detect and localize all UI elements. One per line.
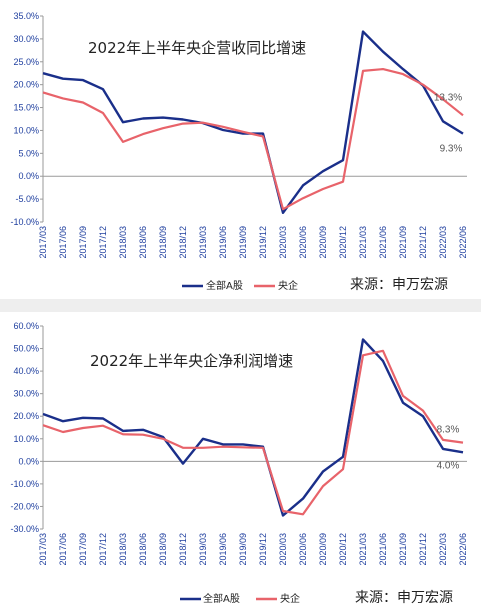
y-tick-label: 10.0% — [13, 125, 39, 135]
x-tick-label: 2017/09 — [78, 533, 88, 566]
x-tick-label: 2017/09 — [78, 226, 88, 259]
x-tick-label: 2020/06 — [298, 226, 308, 259]
data-label-all-a: 9.3% — [440, 144, 463, 155]
series-line-all-a — [42, 30, 464, 215]
x-tick-label: 2018/06 — [138, 533, 148, 566]
x-tick-label: 2021/06 — [378, 533, 388, 566]
x-tick-label: 2022/03 — [438, 226, 448, 259]
x-tick-label: 2017/06 — [58, 226, 68, 259]
series-line-soe — [42, 349, 464, 516]
x-tick-label: 2022/03 — [438, 533, 448, 566]
x-tick-label: 2021/12 — [418, 226, 428, 259]
y-tick-label: 30.0% — [13, 34, 39, 44]
y-tick-label: 50.0% — [13, 344, 39, 354]
revenue-growth-chart: 2022年上半年央企营收同比增速 全部A股 央企 来源：申万宏源 35.0% 30… — [10, 11, 468, 293]
x-tick-label: 2017/03 — [38, 533, 48, 566]
legend-label-soe: 央企 — [280, 592, 300, 605]
source-note: 来源：申万宏源 — [350, 277, 448, 293]
x-tick-label: 2018/09 — [158, 226, 168, 259]
data-label-soe: 13.3% — [434, 92, 462, 103]
x-tick-label: 2020/03 — [278, 533, 288, 566]
y-tick-label: 25.0% — [13, 57, 39, 67]
x-tick-label: 2019/06 — [218, 533, 228, 566]
x-tick-label: 2020/06 — [298, 533, 308, 566]
legend-label-all-a: 全部A股 — [206, 279, 243, 292]
y-tick-label: -5.0% — [15, 194, 39, 204]
source-note: 来源：申万宏源 — [355, 590, 453, 606]
x-tick-label: 2022/06 — [458, 226, 468, 259]
x-tick-label: 2019/09 — [238, 226, 248, 259]
x-tick-label: 2021/09 — [398, 226, 408, 259]
x-tick-label: 2017/12 — [98, 533, 108, 566]
series-line-all-a — [42, 338, 464, 517]
x-tick-label: 2019/06 — [218, 226, 228, 259]
x-tick-label: 2017/03 — [38, 226, 48, 259]
panel-divider — [0, 299, 481, 312]
data-label-all-a: 4.0% — [437, 460, 460, 471]
chart-title: 2022年上半年央企营收同比增速 — [88, 39, 306, 57]
y-tick-label: 15.0% — [13, 103, 39, 113]
legend-label-all-a: 全部A股 — [203, 592, 240, 605]
x-tick-label: 2018/03 — [118, 533, 128, 566]
x-tick-label: 2020/03 — [278, 226, 288, 259]
y-tick-label: -10.0% — [10, 479, 39, 489]
y-tick-label: 30.0% — [13, 389, 39, 399]
data-label-soe: 8.3% — [437, 425, 460, 436]
y-tick-label: -30.0% — [10, 524, 39, 534]
x-tick-label: 2020/09 — [318, 226, 328, 259]
x-tick-label: 2021/03 — [358, 533, 368, 566]
x-tick-label: 2020/12 — [338, 226, 348, 259]
y-tick-label: 35.0% — [13, 11, 39, 21]
x-tick-label: 2021/12 — [418, 533, 428, 566]
x-tick-label: 2018/12 — [178, 533, 188, 566]
y-tick-label: 5.0% — [18, 148, 39, 158]
profit-growth-chart-panel: 2022年上半年央企净利润增速 全部A股 央企 来源：申万宏源 60.0% 50.… — [0, 312, 481, 608]
x-tick-label: 2018/06 — [138, 226, 148, 259]
x-tick-label: 2019/03 — [198, 226, 208, 259]
x-tick-label: 2021/09 — [398, 533, 408, 566]
y-tick-label: -10.0% — [10, 217, 39, 227]
y-tick-label: 40.0% — [13, 366, 39, 376]
series-line-soe — [42, 67, 464, 211]
y-tick-label: -20.0% — [10, 501, 39, 511]
x-tick-label: 2021/06 — [378, 226, 388, 259]
x-tick-label: 2021/03 — [358, 226, 368, 259]
x-tick-label: 2018/03 — [118, 226, 128, 259]
y-tick-label: 60.0% — [13, 321, 39, 331]
legend-label-soe: 央企 — [278, 279, 298, 292]
y-tick-label: 10.0% — [13, 434, 39, 444]
x-tick-label: 2019/09 — [238, 533, 248, 566]
x-tick-label: 2019/12 — [258, 226, 268, 259]
x-tick-label: 2022/06 — [458, 533, 468, 566]
x-tick-label: 2017/12 — [98, 226, 108, 259]
x-tick-label: 2019/12 — [258, 533, 268, 566]
profit-growth-chart: 2022年上半年央企净利润增速 全部A股 央企 来源：申万宏源 60.0% 50.… — [10, 321, 468, 606]
y-tick-label: 20.0% — [13, 411, 39, 421]
y-tick-label: 20.0% — [13, 80, 39, 90]
x-tick-label: 2017/06 — [58, 533, 68, 566]
x-tick-label: 2018/12 — [178, 226, 188, 259]
x-tick-label: 2018/09 — [158, 533, 168, 566]
y-tick-label: 0.0% — [18, 456, 39, 466]
x-tick-label: 2020/12 — [338, 533, 348, 566]
x-tick-label: 2020/09 — [318, 533, 328, 566]
chart-title: 2022年上半年央企净利润增速 — [90, 352, 293, 370]
x-tick-label: 2019/03 — [198, 533, 208, 566]
revenue-growth-chart-panel: 2022年上半年央企营收同比增速 全部A股 央企 来源：申万宏源 35.0% 30… — [0, 0, 481, 299]
y-tick-label: 0.0% — [18, 171, 39, 181]
